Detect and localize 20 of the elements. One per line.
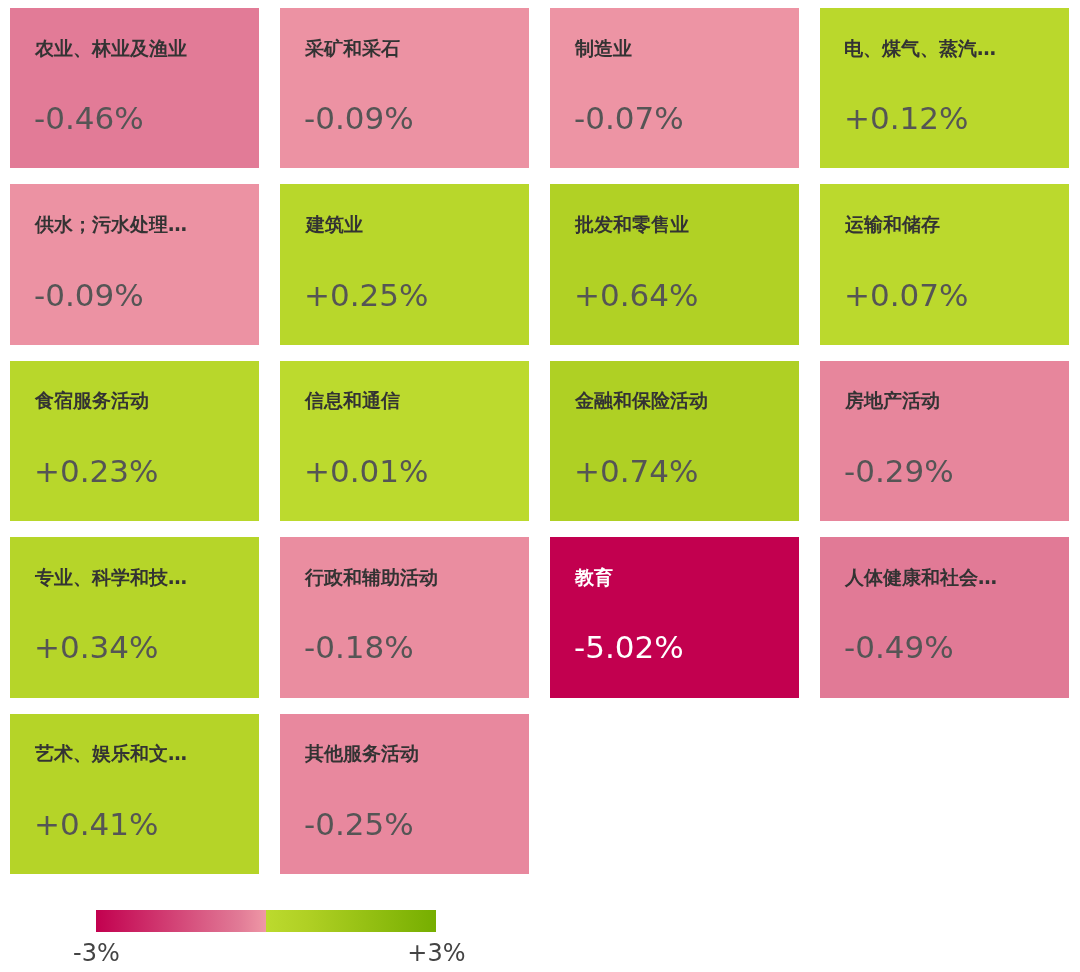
text: 人体健康和社会… -0.49%	[844, 566, 997, 665]
text: 供水；污水处理… -0.09%	[34, 213, 187, 313]
text: 运输和储存 +0.07%	[844, 213, 969, 313]
text: 农业、林业及渔业 -0.46%	[34, 37, 187, 136]
text: 电、煤气、蒸汽… +0.12%	[844, 37, 996, 136]
color-bar-label: -3%	[73, 939, 120, 968]
text: 教育 -5.02%	[574, 566, 684, 665]
color-bar-label: +3%	[407, 939, 466, 968]
text: 金融和保险活动 +0.74%	[574, 389, 708, 489]
text: 建筑业 +0.25%	[304, 213, 429, 313]
text: 其他服务活动 -0.25%	[304, 742, 419, 842]
text: 制造业 -0.07%	[574, 37, 684, 136]
text: 采矿和采石 -0.09%	[304, 37, 414, 136]
text: 专业、科学和技… +0.34%	[34, 566, 187, 665]
text: 房地产活动 -0.29%	[844, 389, 954, 489]
text: 批发和零售业 +0.64%	[574, 213, 699, 313]
text: 食宿服务活动 +0.23%	[34, 389, 159, 489]
text: 行政和辅助活动 -0.18%	[304, 566, 438, 665]
text: 艺术、娱乐和文… +0.41%	[34, 742, 187, 842]
text: 信息和通信 +0.01%	[304, 389, 429, 489]
